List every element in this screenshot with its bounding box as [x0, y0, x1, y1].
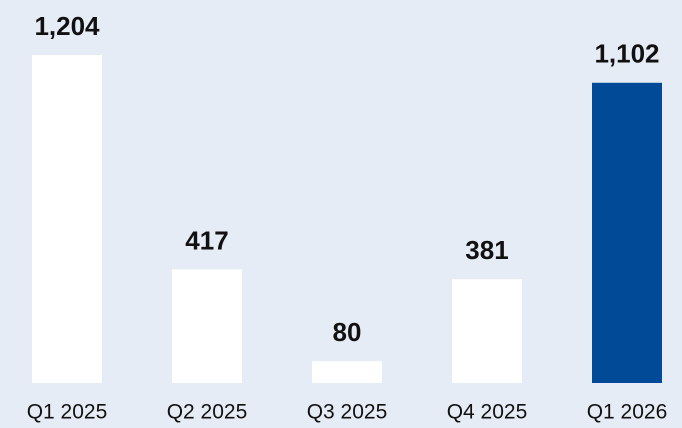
- x-tick-label: Q1 2026: [587, 401, 668, 424]
- x-tick-label: Q1 2025: [27, 401, 108, 424]
- value-label: 1,204: [34, 11, 100, 41]
- x-tick-label: Q3 2025: [307, 401, 388, 424]
- bar: [32, 55, 102, 383]
- bar: [452, 279, 522, 383]
- value-label: 381: [465, 235, 508, 265]
- bar: [592, 82, 662, 383]
- value-label: 417: [185, 225, 228, 255]
- bar: [312, 361, 382, 383]
- value-label: 80: [333, 317, 362, 347]
- x-tick-label: Q2 2025: [167, 401, 248, 424]
- bar: [172, 269, 242, 383]
- value-label: 1,102: [594, 39, 659, 69]
- x-tick-label: Q4 2025: [447, 401, 528, 424]
